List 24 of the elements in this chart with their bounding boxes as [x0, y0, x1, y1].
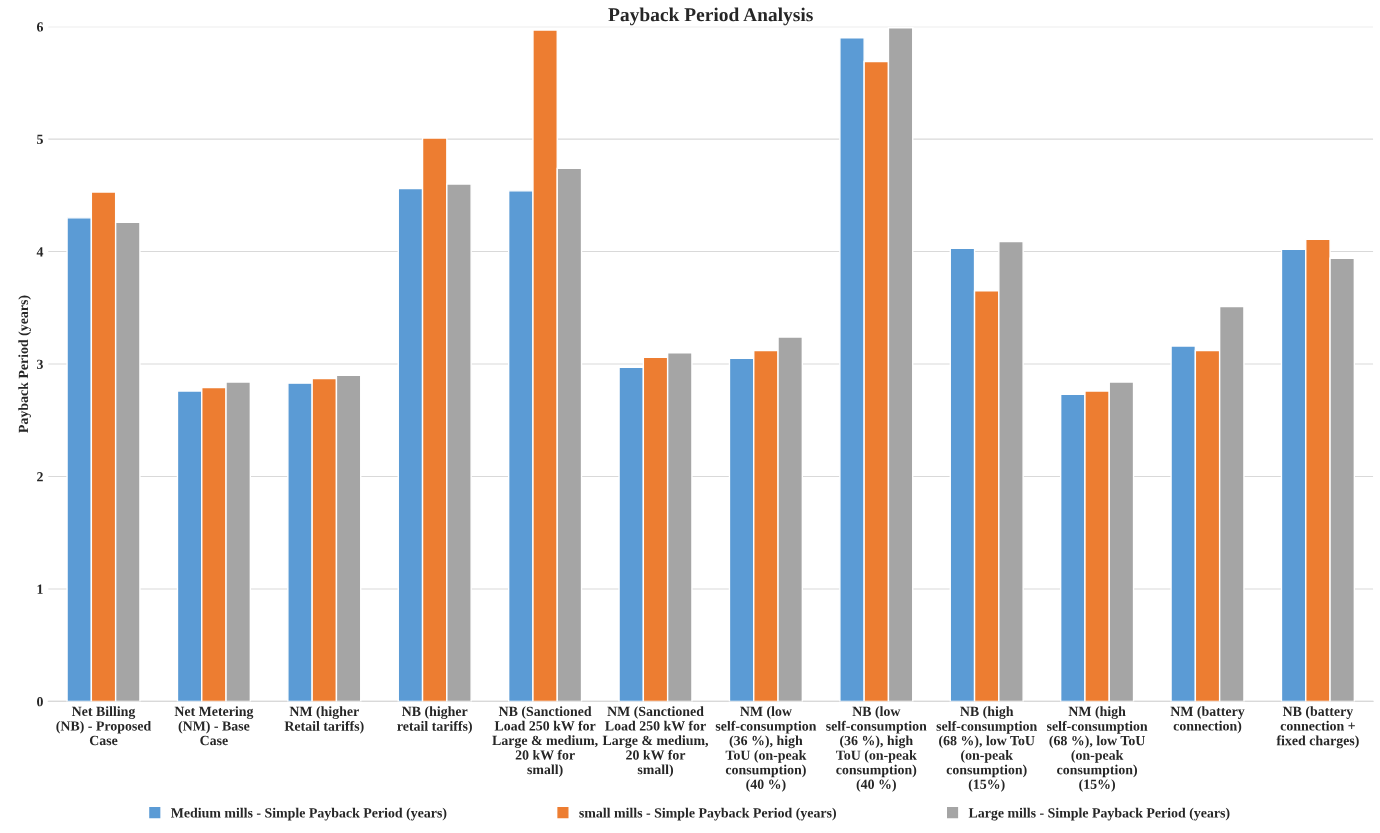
y-tick-label: 6 — [36, 22, 44, 32]
x-tick-label: NB (higher retail tariffs) — [397, 706, 472, 734]
x-tick-label: NB (high self-consumption (68 %), low ToU (on-peak consumption) (15%) — [936, 706, 1038, 792]
x-tick-label: NM (Sanctioned Load 250 kW for Large & medium, 20 kW for small) — [602, 706, 709, 778]
y-tick-label: 0 — [37, 696, 43, 707]
x-tick-label: Net Billing (NB) - Proposed Case — [56, 706, 152, 746]
legend-label: small mills - Simple Payback Period (years) — [579, 807, 836, 821]
y-tick-label: 2 — [37, 472, 43, 482]
y-tick-label: 1 — [37, 584, 43, 594]
y-tick-label: 3 — [37, 359, 43, 369]
chart-title: Payback Period Analysis — [608, 7, 813, 26]
x-tick-label: NB (low self-consumption (36 %), high ToU (on-peak consumption) (40 %) — [826, 706, 927, 792]
y-tick-label: 4 — [36, 247, 44, 257]
legend-label: Medium mills - Simple Payback Period (years) — [171, 807, 447, 821]
x-tick-label: NM (low self-consumption (36 %), high ToU (on-peak consumption) (40 %) — [715, 706, 817, 792]
x-tick-label: NM (battery connection) — [1170, 706, 1245, 734]
x-tick-label: NB (Sanctioned Load 250 kW for Large & medium, 20 kW for small) — [492, 706, 598, 778]
legend-label: Large mills - Simple Payback Period (years) — [968, 807, 1230, 821]
y-axis-title: Payback Period (years) — [18, 295, 31, 433]
x-tick-label: NM (higher Retail tariffs) — [284, 706, 364, 734]
x-tick-label: NM (high self-consumption (68 %), low ToU (on-peak consumption) (15%) — [1046, 706, 1148, 792]
y-tick-label: 5 — [37, 134, 43, 145]
x-tick-label: NB (battery connection + fixed charges) — [1276, 706, 1359, 749]
x-tick-label: Net Metering (NM) - Base Case — [174, 706, 254, 746]
